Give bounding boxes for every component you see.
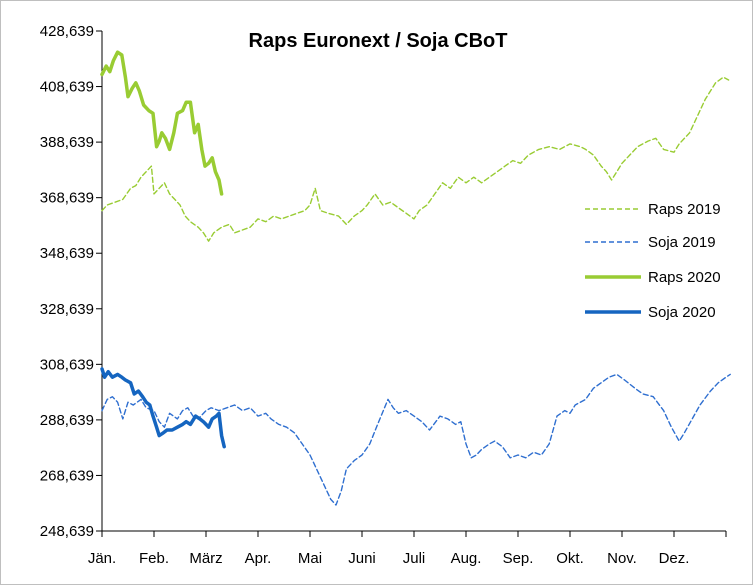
x-tick-label: Okt. <box>556 550 584 567</box>
series-line-soja-2019 <box>101 373 731 506</box>
series-layer <box>100 50 731 506</box>
x-tick-label: Jän. <box>88 550 116 567</box>
y-tick-label: 428,639 <box>40 23 94 40</box>
x-tick-label: Juli <box>403 550 426 567</box>
legend: Raps 2019 Soja 2019 Raps 2020 Soja 2020 <box>585 201 721 321</box>
x-tick-label: Nov. <box>607 550 637 567</box>
x-tick-label: Aug. <box>451 550 482 567</box>
y-tick-label: 288,639 <box>40 412 94 429</box>
x-tick-label: Sep. <box>503 550 534 567</box>
y-tick-label: 368,639 <box>40 190 94 207</box>
x-tick-label: Feb. <box>139 550 169 567</box>
y-tick-label: 268,639 <box>40 467 94 484</box>
axes: 248,639 268,639 288,639 308,639 328,639 348,6… <box>40 23 727 567</box>
x-tick-label: Mai <box>298 550 322 567</box>
y-tick-label: 308,639 <box>40 356 94 373</box>
y-tick-label: 408,639 <box>40 79 94 96</box>
x-tick-label: März <box>189 550 222 567</box>
y-tick-label: 248,639 <box>40 523 94 540</box>
x-tick-label: Juni <box>348 550 376 567</box>
chart-title: Raps Euronext / Soja CBoT <box>249 30 508 52</box>
y-tick-label: 388,639 <box>40 134 94 151</box>
series-line-raps-2020 <box>100 50 224 196</box>
legend-label-raps-2020: Raps 2020 <box>648 269 721 286</box>
x-tick-label: Dez. <box>659 550 690 567</box>
y-tick-label: 348,639 <box>40 245 94 262</box>
series-line-soja-2020 <box>100 367 226 449</box>
y-tick-label: 328,639 <box>40 301 94 318</box>
legend-label-raps-2019: Raps 2019 <box>648 201 721 218</box>
series-line-raps-2019 <box>101 76 730 242</box>
x-tick-label: Apr. <box>245 550 272 567</box>
legend-label-soja-2019: Soja 2019 <box>648 234 716 251</box>
legend-label-soja-2020: Soja 2020 <box>648 304 716 321</box>
